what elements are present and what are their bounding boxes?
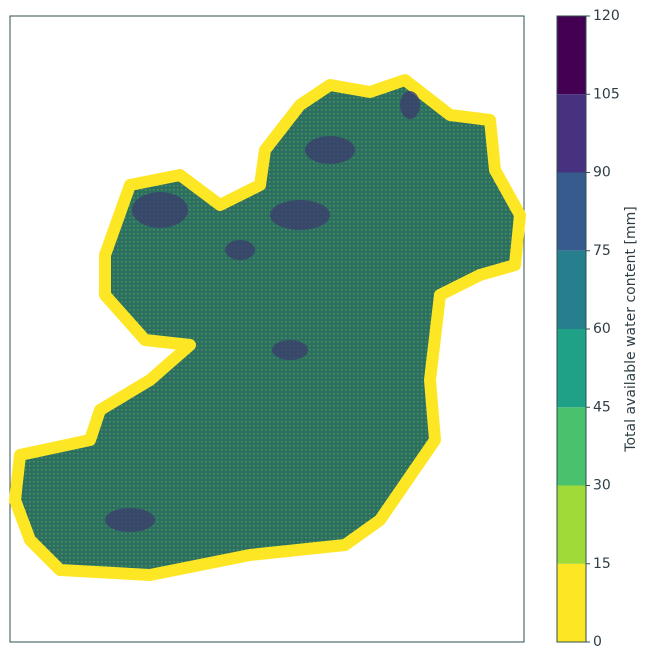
colorbar-tick-label: 60 <box>593 321 611 337</box>
colorbar-segment <box>557 407 586 486</box>
dark-patches <box>105 91 420 532</box>
colorbar-tick-label: 0 <box>593 634 602 650</box>
colorbar-tick-label: 30 <box>593 478 611 494</box>
colorbar-tick-label: 15 <box>593 556 611 572</box>
colorbar-segment <box>557 329 586 408</box>
colorbar-segment <box>557 172 586 251</box>
colorbar-segment <box>557 94 586 173</box>
colorbar-segment <box>557 563 586 642</box>
colorbar-segment <box>557 250 586 329</box>
colorbar-tick-label: 75 <box>593 243 611 259</box>
colorbar-tick-label: 120 <box>593 8 620 24</box>
colorbar-segment <box>557 16 586 95</box>
colorbar: 0 15 30 45 60 75 90 105 120 <box>556 8 620 650</box>
colorbar-tick-label: 45 <box>593 399 611 415</box>
colorbar-tick-label: 90 <box>593 165 611 181</box>
island-map <box>9 74 526 581</box>
colorbar-segment <box>557 485 586 564</box>
colorbar-tick-label: 105 <box>593 86 620 102</box>
colorbar-label: Total available water content [mm] <box>623 206 639 452</box>
